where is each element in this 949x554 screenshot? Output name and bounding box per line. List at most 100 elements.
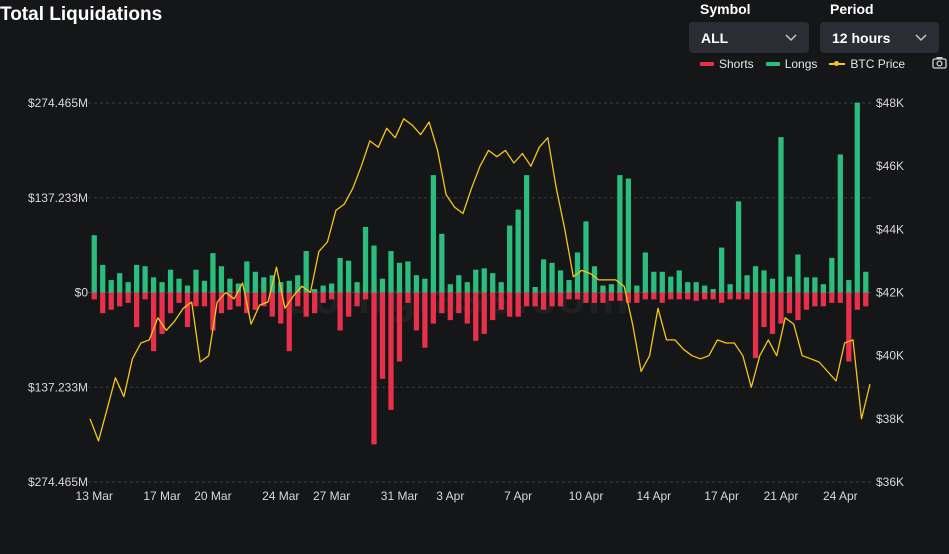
longs-bar	[312, 289, 318, 293]
longs-bar	[167, 269, 174, 293]
longs-bar	[117, 273, 123, 293]
longs-bar	[651, 271, 657, 293]
legend-btc-price[interactable]: BTC Price	[829, 57, 905, 71]
shorts-bar	[193, 292, 199, 307]
shorts-bar	[549, 292, 555, 307]
shorts-bar	[100, 292, 106, 314]
longs-bar	[600, 285, 606, 293]
y-right-tick-label: $42K	[876, 286, 904, 300]
shorts-bar	[295, 292, 301, 307]
y-left-tick-label: $274.465M	[28, 96, 88, 110]
symbol-label: Symbol	[700, 1, 751, 17]
shorts-bar	[227, 292, 233, 310]
longs-bar	[150, 277, 157, 293]
period-select[interactable]: 12 hours	[820, 22, 939, 53]
legend-longs[interactable]: Longs	[765, 57, 818, 71]
longs-swatch	[765, 62, 780, 66]
shorts-bar	[320, 292, 326, 303]
longs-bar	[625, 178, 631, 293]
shorts-bar	[769, 292, 776, 334]
longs-bar	[795, 254, 801, 293]
longs-bar	[286, 280, 292, 293]
shorts-bar	[422, 292, 428, 348]
shorts-bar	[761, 292, 767, 328]
shorts-bar	[413, 292, 420, 331]
shorts-bar	[456, 292, 462, 314]
shorts-bar	[778, 292, 784, 324]
shorts-bar	[252, 292, 258, 310]
longs-bar	[863, 271, 869, 293]
longs-bar	[642, 252, 648, 293]
longs-bar	[108, 280, 114, 293]
longs-bar	[515, 209, 521, 293]
x-tick-label: 7 Apr	[504, 489, 532, 503]
longs-bar	[608, 284, 615, 293]
legend-longs-label: Longs	[784, 57, 818, 71]
longs-bar	[752, 266, 759, 293]
shorts-bar	[557, 292, 564, 307]
period-label: Period	[830, 1, 874, 17]
shorts-bar	[117, 292, 123, 307]
longs-bar	[210, 253, 216, 293]
longs-bar	[829, 257, 835, 293]
longs-bar	[447, 284, 453, 293]
x-tick-label: 27 Mar	[313, 489, 350, 503]
shorts-bar	[159, 292, 165, 334]
chevron-down-icon	[785, 33, 797, 41]
longs-bar	[413, 275, 420, 293]
longs-bar	[676, 270, 682, 293]
longs-bar	[345, 260, 352, 293]
shorts-bar	[735, 292, 742, 300]
shorts-bar	[591, 292, 598, 303]
shorts-bar	[303, 292, 309, 317]
longs-bar	[786, 276, 793, 293]
shorts-bar	[184, 292, 191, 328]
longs-bar	[235, 283, 241, 293]
longs-bar	[634, 285, 640, 293]
legend-shorts[interactable]: Shorts	[700, 57, 754, 71]
period-value: 12 hours	[832, 29, 891, 46]
shorts-bar	[837, 292, 843, 303]
longs-bar	[812, 277, 818, 293]
longs-bar	[668, 276, 674, 293]
longs-bar	[439, 233, 445, 293]
shorts-bar	[210, 292, 216, 331]
camera-icon[interactable]	[932, 56, 947, 69]
shorts-bar	[659, 292, 665, 303]
shorts-bar	[345, 292, 352, 317]
shorts-bar	[744, 292, 750, 300]
longs-bar	[761, 270, 767, 293]
longs-bar	[227, 278, 233, 293]
shorts-bar	[600, 292, 606, 303]
longs-bar	[201, 280, 208, 293]
shorts-bar	[286, 292, 292, 352]
longs-bar	[320, 285, 326, 293]
longs-bar	[159, 282, 165, 293]
shorts-bar	[464, 292, 470, 324]
longs-bar	[693, 282, 699, 293]
longs-bar	[778, 137, 784, 293]
symbol-select[interactable]: ALL	[689, 22, 809, 53]
longs-bar	[769, 278, 776, 293]
shorts-bar	[532, 292, 538, 307]
shorts-bar	[507, 292, 513, 317]
shorts-bar	[719, 292, 725, 303]
shorts-bar	[634, 292, 640, 303]
longs-bar	[727, 284, 733, 293]
longs-bar	[659, 271, 665, 293]
longs-bar	[371, 245, 377, 293]
longs-bar	[388, 251, 394, 293]
shorts-bar	[752, 292, 759, 359]
shorts-bar	[108, 292, 114, 310]
shorts-bar	[608, 292, 615, 301]
shorts-bar	[498, 292, 504, 310]
longs-bar	[456, 275, 462, 293]
longs-bar	[524, 175, 530, 293]
shorts-bar	[167, 292, 174, 314]
shorts-bar	[574, 292, 581, 300]
shorts-bar	[854, 292, 860, 310]
longs-bar	[405, 261, 411, 293]
legend-btc-label: BTC Price	[850, 57, 906, 71]
x-tick-label: 17 Mar	[143, 489, 180, 503]
